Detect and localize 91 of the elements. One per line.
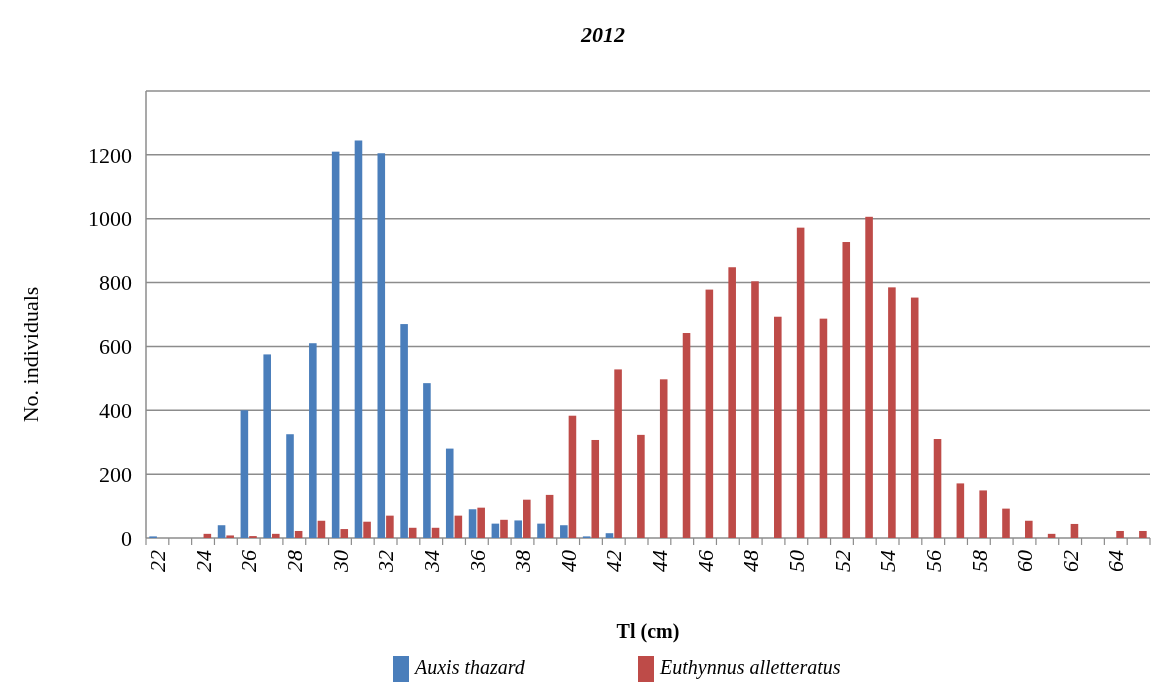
bar — [979, 490, 987, 538]
bar — [423, 383, 431, 538]
bar — [354, 140, 363, 538]
bar — [865, 216, 873, 538]
bar — [431, 527, 440, 538]
bar — [728, 267, 736, 538]
bar — [933, 439, 942, 538]
y-tick-label: 1000 — [88, 206, 132, 232]
x-tick-label: 52 — [829, 550, 855, 572]
bar — [560, 525, 568, 538]
x-tick-label: 60 — [1012, 550, 1038, 572]
bar — [377, 153, 386, 538]
bar — [226, 535, 234, 538]
bar — [956, 483, 965, 538]
bar — [286, 434, 294, 538]
y-tick-label: 400 — [99, 397, 132, 423]
x-tick-label: 44 — [647, 550, 673, 572]
bar — [614, 369, 622, 538]
bar — [454, 515, 463, 538]
bar — [591, 439, 600, 538]
bar — [705, 289, 714, 538]
x-axis-title: Tl (cm) — [616, 620, 680, 643]
bar — [363, 521, 371, 538]
bar — [842, 242, 851, 538]
y-tick-label: 1200 — [88, 142, 132, 168]
bar — [1116, 530, 1124, 538]
x-tick-label: 54 — [875, 550, 901, 572]
x-tick-label: 40 — [555, 550, 581, 572]
bar — [400, 324, 408, 538]
bar — [203, 533, 212, 538]
bar — [537, 523, 545, 538]
bar — [659, 379, 668, 538]
bar — [1139, 530, 1147, 538]
x-tick-label: 38 — [510, 550, 536, 573]
bar — [819, 318, 828, 538]
bar — [910, 297, 919, 538]
bar — [491, 523, 500, 538]
bar — [514, 520, 522, 538]
bar — [468, 509, 477, 538]
bar — [272, 533, 280, 538]
x-tick-label: 48 — [738, 550, 764, 572]
bar — [568, 415, 577, 538]
x-tick-label: 22 — [145, 550, 171, 572]
x-tick-label: 30 — [327, 550, 353, 573]
x-tick-label: 34 — [418, 550, 444, 573]
x-tick-label: 36 — [464, 550, 490, 573]
x-tick-label: 42 — [601, 550, 627, 572]
legend-label: Auxis thazard — [413, 656, 526, 678]
bar — [317, 520, 326, 538]
legend-label: Euthynnus alletteratus — [659, 656, 841, 679]
bar — [477, 507, 485, 538]
bar — [217, 525, 226, 538]
bar — [682, 333, 691, 538]
bar — [1002, 508, 1010, 538]
chart-title: 2012 — [580, 22, 625, 47]
bar — [294, 530, 303, 538]
y-tick-label: 800 — [99, 270, 132, 296]
x-tick-label: 28 — [282, 550, 308, 572]
x-tick-label: 62 — [1057, 550, 1083, 572]
x-tick-label: 50 — [784, 550, 810, 572]
bar — [445, 448, 454, 538]
bar — [774, 316, 782, 538]
bar — [500, 519, 508, 538]
x-tick-label: 24 — [190, 550, 216, 572]
y-tick-label: 600 — [99, 334, 132, 360]
x-tick-label: 46 — [692, 550, 718, 572]
bar — [605, 533, 614, 538]
x-tick-label: 56 — [920, 550, 946, 572]
bar — [263, 354, 271, 538]
bar — [523, 499, 531, 538]
x-tick-label: 26 — [236, 550, 262, 572]
bar — [545, 494, 554, 538]
x-tick-label: 58 — [966, 550, 992, 572]
bar — [331, 151, 340, 538]
bar — [1070, 523, 1079, 538]
x-tick-label: 64 — [1103, 550, 1129, 572]
x-tick-label: 32 — [373, 550, 399, 573]
bar — [1025, 520, 1033, 538]
y-axis-title: No. individuals — [18, 286, 43, 423]
bar — [888, 287, 896, 538]
bar — [309, 343, 317, 538]
bar — [386, 515, 394, 538]
bar — [796, 227, 805, 538]
bar — [751, 281, 759, 538]
y-tick-label: 0 — [121, 525, 132, 551]
bar — [240, 410, 249, 538]
bar — [637, 434, 645, 538]
bar — [340, 529, 349, 538]
bar — [408, 527, 417, 538]
bar — [1047, 533, 1056, 538]
y-tick-label: 200 — [99, 461, 132, 487]
